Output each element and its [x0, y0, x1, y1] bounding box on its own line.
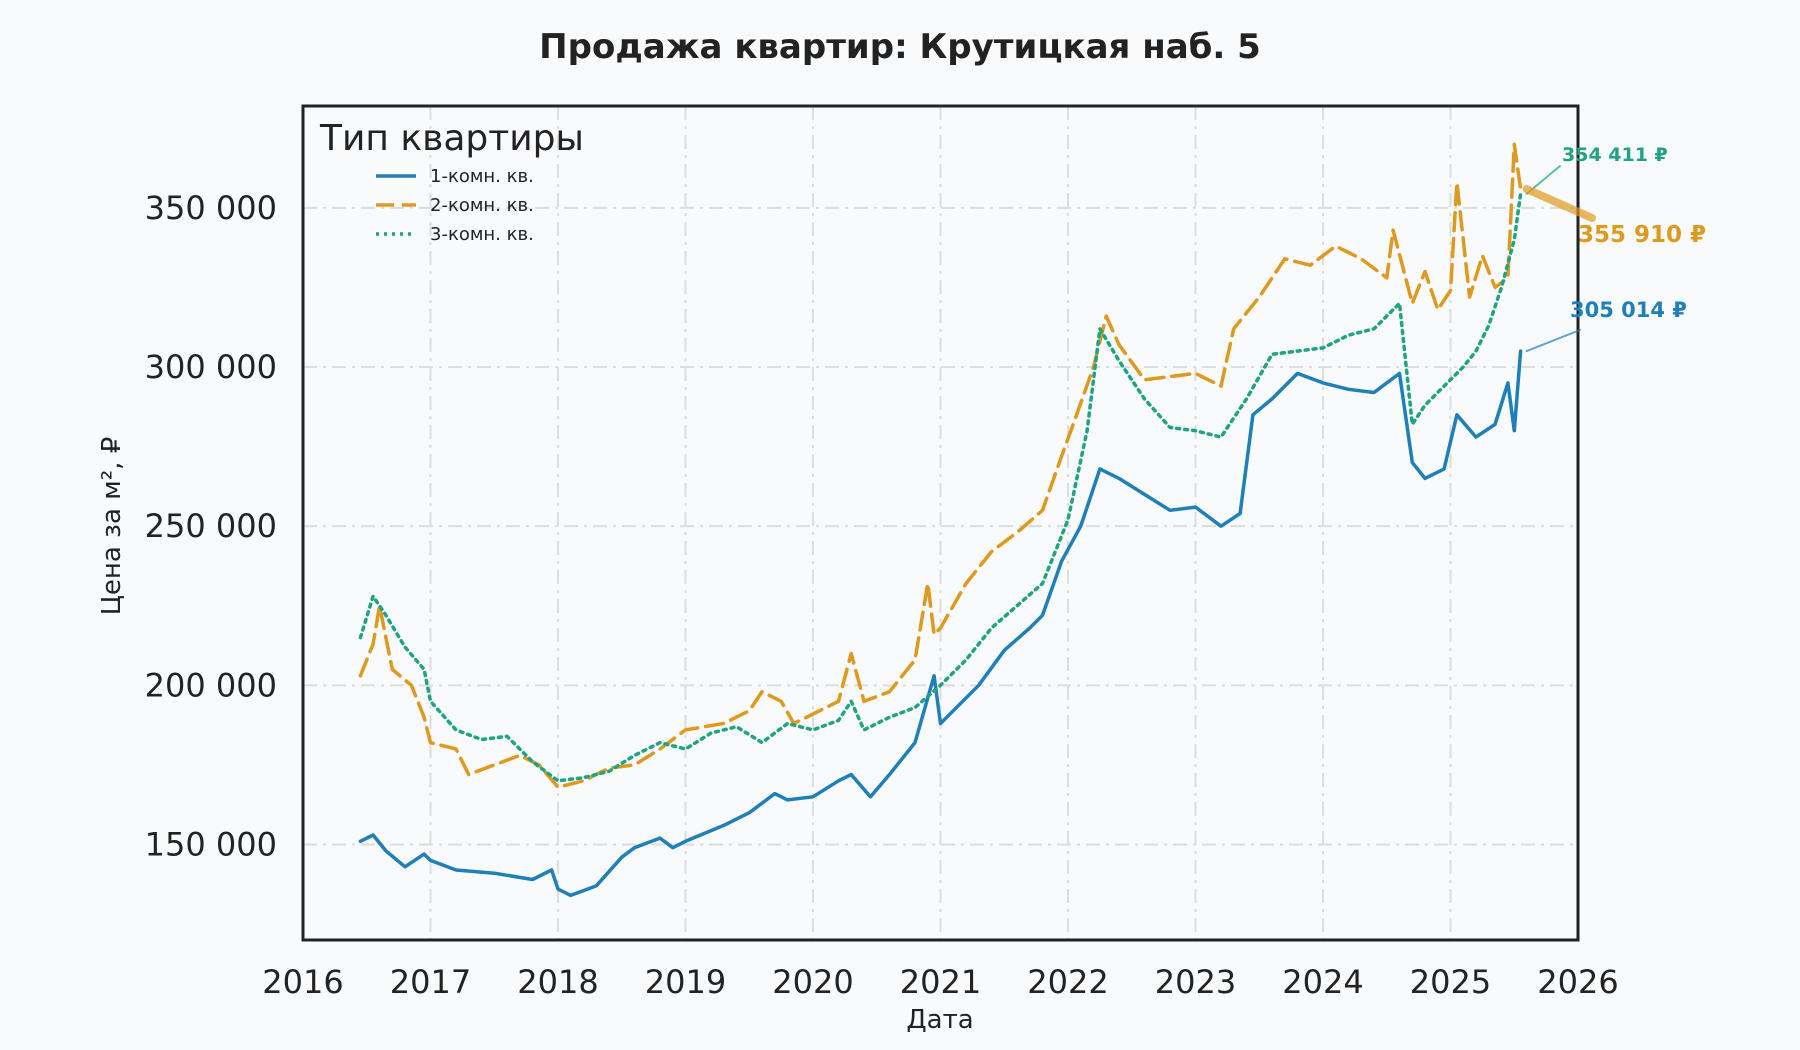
- x-axis-label: Дата: [906, 1005, 973, 1035]
- x-tick-label: 2025: [1410, 963, 1491, 1001]
- annotation-label: 355 910 ₽: [1578, 222, 1706, 248]
- plot-frame: [301, 104, 1580, 942]
- chart-title: Продажа квартир: Крутицкая наб. 5: [539, 27, 1261, 67]
- y-tick-label: 200 000: [145, 666, 277, 704]
- y-tick-label: 250 000: [145, 507, 277, 545]
- x-tick-label: 2020: [772, 963, 853, 1001]
- x-tick-label: 2016: [262, 963, 343, 1001]
- x-tick-label: 2022: [1027, 963, 1108, 1001]
- annotation-arrow: [1525, 329, 1581, 353]
- y-tick-label: 350 000: [145, 189, 277, 227]
- legend-entry: 1-комн. кв.: [430, 166, 534, 187]
- x-axis-ticks: 2016 2017 2018 2019 2020 2021 2022 2023 2024 2025…: [262, 963, 1618, 1001]
- y-tick-label: 300 000: [145, 348, 277, 386]
- x-tick-label: 2024: [1282, 963, 1363, 1001]
- annotation-label: 354 411 ₽: [1562, 144, 1668, 166]
- series-layer: [358, 142, 1523, 898]
- y-tick-label: 150 000: [145, 826, 277, 864]
- x-tick-label: 2017: [390, 963, 471, 1001]
- legend-title: Тип квартиры: [319, 118, 584, 159]
- x-tick-label: 2023: [1155, 963, 1236, 1001]
- legend: Тип квартиры 1-комн. кв. 2-комн. кв. 3-ком…: [319, 118, 584, 245]
- annotations: 354 411 ₽ 355 910 ₽ 305 014 ₽: [1522, 144, 1706, 353]
- x-tick-label: 2018: [517, 963, 598, 1001]
- series-line: [358, 192, 1523, 783]
- legend-entry: 3-комн. кв.: [430, 224, 534, 245]
- legend-entry: 2-комн. кв.: [430, 195, 534, 216]
- annotation-arrow: [1522, 185, 1596, 222]
- x-tick-label: 2019: [645, 963, 726, 1001]
- x-tick-label: 2026: [1537, 963, 1618, 1001]
- x-tick-label: 2021: [900, 963, 981, 1001]
- y-axis-label: Цена за м², ₽: [97, 437, 127, 616]
- y-axis-ticks: 150 000 200 000 250 000 300 000 350 000: [145, 189, 277, 864]
- series-line: [358, 349, 1523, 898]
- annotation-label: 305 014 ₽: [1570, 298, 1687, 322]
